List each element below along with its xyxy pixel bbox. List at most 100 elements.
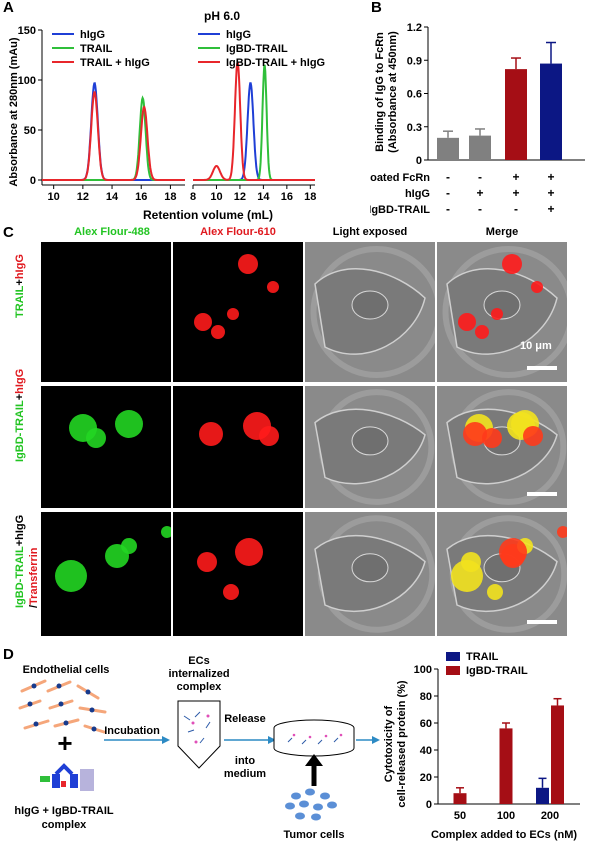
y-tick-label: 100 xyxy=(18,75,36,87)
chromatogram-title: pH 6.0 xyxy=(204,9,240,23)
x-tick-label: 50 xyxy=(454,810,466,822)
row-sign: - xyxy=(446,202,450,216)
release-label-2: into xyxy=(235,755,255,767)
chromatogram-chart: pH 6.0 Absorbance at 280nm (mAu) Retenti… xyxy=(8,9,325,222)
row-sign: - xyxy=(446,170,450,184)
x-tick-label: 14 xyxy=(257,191,270,203)
legend-swatch xyxy=(446,666,460,675)
y-tick-label: 20 xyxy=(420,772,432,784)
row-label: IgBD-TRAIL xyxy=(370,204,430,216)
row-label-3b: /Transferrin xyxy=(28,547,40,608)
cyto-xlabel: Complex added to ECs (nM) xyxy=(431,829,577,841)
legend-text-r-hIgG: hIgG xyxy=(226,29,251,41)
micrograph-art xyxy=(437,512,567,636)
endothelial-cells-icon xyxy=(18,679,107,734)
col-header-610: Alex Flour-610 xyxy=(200,226,276,238)
x-tick-label: 10 xyxy=(210,191,222,203)
y-tick-label: 0 xyxy=(30,175,36,187)
chromatogram-ylabel: Absorbance at 280nm (mAu) xyxy=(8,37,20,186)
legend-text-trail-higg: TRAIL + hIgG xyxy=(80,57,150,69)
y-tick-label: 1.2 xyxy=(407,22,422,34)
micrograph-green-row2 xyxy=(41,386,171,508)
binding-bar xyxy=(505,69,527,160)
col-header-488: Alex Flour-488 xyxy=(74,226,150,238)
y-tick-label: 150 xyxy=(18,25,36,37)
release-label-1: Release xyxy=(224,713,266,725)
x-tick-label: 200 xyxy=(541,810,559,822)
legend-label: TRAIL xyxy=(466,651,499,663)
antibody-complex-icon xyxy=(40,763,94,791)
culture-dish-icon xyxy=(273,719,355,757)
scale-bar-label: 10 μm xyxy=(520,340,552,352)
row-sign: - xyxy=(478,202,482,216)
row-sign: + xyxy=(512,186,519,200)
micrograph-merge-row1 xyxy=(437,242,567,382)
cyto-bar-igbd-trail xyxy=(453,793,467,804)
row-label-1: TRAIL+hIgG xyxy=(14,254,26,318)
curve-higg xyxy=(193,82,315,181)
ecs-label-1: ECs xyxy=(188,655,209,667)
micrograph-art xyxy=(194,254,279,339)
y-tick-label: 0.3 xyxy=(407,122,422,134)
y-tick-label: 40 xyxy=(420,745,432,757)
y-tick-label: 80 xyxy=(420,691,432,703)
x-tick-label: 14 xyxy=(106,191,119,203)
tube-icon xyxy=(177,700,221,769)
cyto-bar-igbd-trail xyxy=(499,728,513,804)
row-label-3a: IgBD-TRAIL+hIgG xyxy=(14,514,26,608)
x-tick-label: 16 xyxy=(135,191,147,203)
curve-trail xyxy=(42,95,185,181)
legend-text-trail: TRAIL xyxy=(80,43,113,55)
cyto-bar-igbd-trail xyxy=(551,705,564,804)
legend-text-igbd-trail-higg: IgBD-TRAIL + hIgG xyxy=(226,57,325,69)
plus-sign: + xyxy=(57,728,72,758)
cytotoxicity-chart: Cytotoxicity of cell-released protein (%… xyxy=(383,651,580,841)
chromatogram-xlabel: Retention volume (mL) xyxy=(143,208,273,222)
cyto-bar-trail xyxy=(536,787,549,804)
micrograph-red-row3 xyxy=(173,512,303,636)
y-tick-label: 0 xyxy=(416,155,422,167)
micrograph-art xyxy=(69,410,143,448)
panel-label-d: D xyxy=(3,646,14,663)
binding-bar xyxy=(469,135,491,160)
complex-label-2: complex xyxy=(42,819,88,831)
ecs-label-2: internalized xyxy=(168,668,229,680)
row-sign: + xyxy=(512,170,519,184)
x-tick-label: 18 xyxy=(164,191,176,203)
legend-label: IgBD-TRAIL xyxy=(466,665,528,677)
row-sign: + xyxy=(476,186,483,200)
curve-trail-higg xyxy=(42,91,185,181)
workflow-diagram: Endothelial cells + hIgG + IgBD-TRAIL co… xyxy=(14,655,380,841)
micrograph-art xyxy=(41,242,171,382)
panel-label-a: A xyxy=(3,0,14,16)
curve-igbd-trail-higg xyxy=(193,61,315,181)
legend-text-hIgG: hIgG xyxy=(80,29,105,41)
micrograph-green-row3 xyxy=(41,512,171,636)
legend-swatch xyxy=(446,652,460,661)
incubation-label: Incubation xyxy=(104,725,160,737)
micrograph-merge-row2 xyxy=(437,386,567,508)
x-tick-label: 8 xyxy=(190,191,196,203)
binding-ylabel-2: (Absorbance at 450nm) xyxy=(387,31,399,153)
micrograph-art xyxy=(197,538,263,600)
tumor-cells-label: Tumor cells xyxy=(284,829,345,841)
complex-label-1: hIgG + IgBD-TRAIL xyxy=(14,805,114,817)
binding-bar xyxy=(540,63,562,161)
row-sign: - xyxy=(446,186,450,200)
row-sign: + xyxy=(547,186,554,200)
endothelial-label: Endothelial cells xyxy=(23,664,110,676)
x-tick-label: 16 xyxy=(281,191,293,203)
col-header-merge: Merge xyxy=(485,226,519,238)
ecs-label-3: complex xyxy=(177,681,223,693)
micrograph-red-row2 xyxy=(173,386,303,508)
row-sign: - xyxy=(478,170,482,184)
x-tick-label: 12 xyxy=(234,191,246,203)
x-tick-label: 100 xyxy=(497,810,515,822)
micrograph-art xyxy=(305,386,435,508)
micrograph-light-row3 xyxy=(305,512,435,636)
curve-higg xyxy=(42,82,185,181)
row-sign: + xyxy=(547,170,554,184)
micrograph-light-row1 xyxy=(305,242,435,382)
left-legend: hIgG TRAIL TRAIL + hIgG xyxy=(52,29,150,69)
row-sign: + xyxy=(547,202,554,216)
